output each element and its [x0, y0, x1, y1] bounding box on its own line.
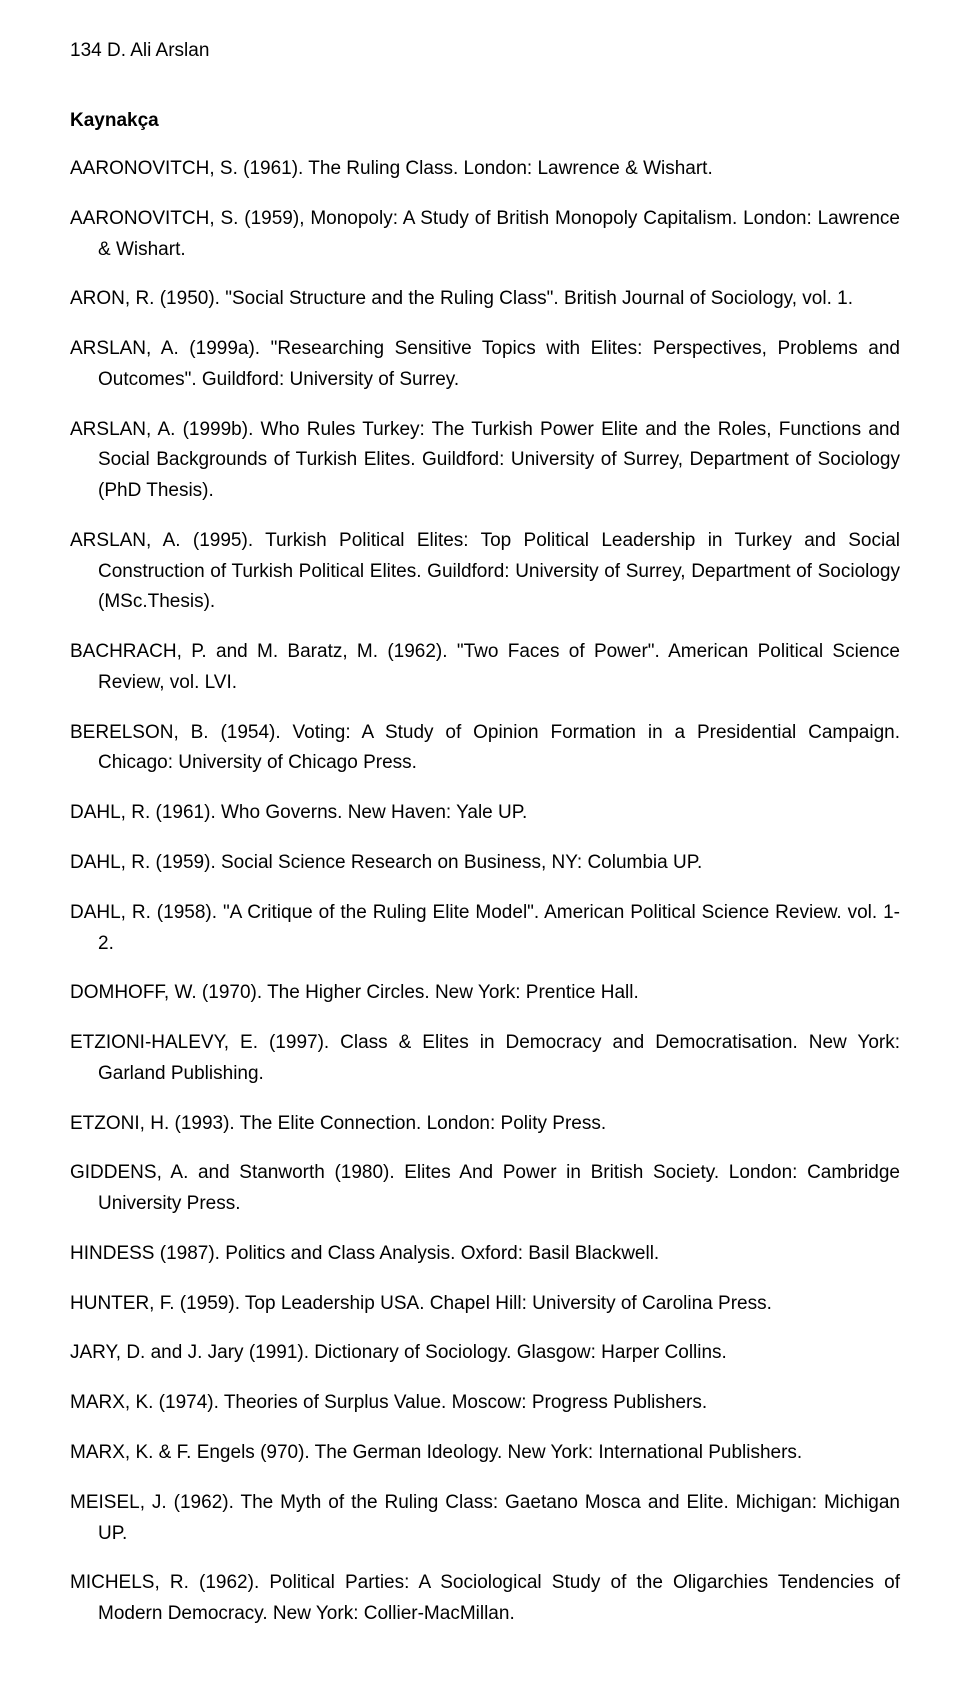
reference-entry: MARX, K. (1974). Theories of Surplus Val… [70, 1388, 900, 1419]
reference-entry: DAHL, R. (1959). Social Science Research… [70, 848, 900, 879]
reference-entry: ETZONI, H. (1993). The Elite Connection.… [70, 1109, 900, 1140]
section-title: Kaynakça [70, 110, 900, 132]
reference-entry: BERELSON, B. (1954). Voting: A Study of … [70, 718, 900, 780]
reference-entry: HUNTER, F. (1959). Top Leadership USA. C… [70, 1289, 900, 1320]
reference-entry: JARY, D. and J. Jary (1991). Dictionary … [70, 1338, 900, 1369]
reference-entry: ETZIONI-HALEVY, E. (1997). Class & Elite… [70, 1028, 900, 1090]
reference-entry: AARONOVITCH, S. (1959), Monopoly: A Stud… [70, 204, 900, 266]
page-header: 134 D. Ali Arslan [70, 40, 900, 62]
reference-entry: MEISEL, J. (1962). The Myth of the Rulin… [70, 1488, 900, 1550]
reference-entry: GIDDENS, A. and Stanworth (1980). Elites… [70, 1158, 900, 1220]
reference-entry: BACHRACH, P. and M. Baratz, M. (1962). "… [70, 637, 900, 699]
reference-list: AARONOVITCH, S. (1961). The Ruling Class… [70, 154, 900, 1630]
reference-entry: ARSLAN, A. (1999a). "Researching Sensiti… [70, 334, 900, 396]
reference-entry: DOMHOFF, W. (1970). The Higher Circles. … [70, 978, 900, 1009]
reference-entry: DAHL, R. (1958). "A Critique of the Ruli… [70, 898, 900, 960]
reference-entry: ARSLAN, A. (1995). Turkish Political Eli… [70, 526, 900, 618]
reference-entry: HINDESS (1987). Politics and Class Analy… [70, 1239, 900, 1270]
reference-entry: MARX, K. & F. Engels (970). The German I… [70, 1438, 900, 1469]
reference-entry: ARON, R. (1950). "Social Structure and t… [70, 284, 900, 315]
reference-entry: DAHL, R. (1961). Who Governs. New Haven:… [70, 798, 900, 829]
reference-entry: ARSLAN, A. (1999b). Who Rules Turkey: Th… [70, 415, 900, 507]
reference-entry: MICHELS, R. (1962). Political Parties: A… [70, 1568, 900, 1630]
reference-entry: AARONOVITCH, S. (1961). The Ruling Class… [70, 154, 900, 185]
page-content: 134 D. Ali Arslan Kaynakça AARONOVITCH, … [0, 0, 960, 1690]
